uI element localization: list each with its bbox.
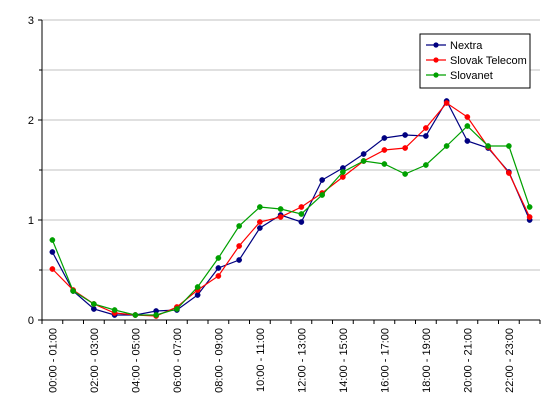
data-point [485,143,491,149]
data-point [443,143,450,149]
legend-entry: Slovanet [426,70,493,82]
x-tick-label: 04:00 - 05:00 [130,328,142,393]
data-point [277,206,284,212]
data-point [132,312,139,318]
data-point [298,204,305,210]
x-tick-label: 06:00 - 07:00 [172,328,184,393]
data-point [257,225,263,231]
data-point [464,114,471,120]
legend-label: Slovanet [450,70,493,82]
legend-label: Slovak Telecom [450,55,527,67]
series-group [49,98,533,319]
legend-entries: Nextra Slovak Telecom Slovanet [426,40,527,82]
data-point [506,143,512,149]
data-point [111,307,118,313]
x-tick-label: 18:00 - 19:00 [421,328,433,393]
y-tick-labels: 0 1 2 3 [28,15,34,327]
data-point [153,312,159,318]
data-point [277,214,284,220]
data-point [340,169,346,175]
data-point [464,123,471,129]
data-point [381,135,388,141]
data-point [236,243,242,249]
data-point [236,257,242,263]
y-tick-label: 3 [28,15,34,27]
series-line [51,125,531,316]
data-point [319,192,325,198]
x-tick-labels: 00:00 - 01:00 02:00 - 03:00 04:00 - 05:00 0… [47,328,516,393]
data-point [215,265,222,271]
y-tick-label: 0 [28,315,34,327]
data-point [360,158,367,164]
data-point [381,147,388,153]
x-tick-label: 00:00 - 01:00 [47,328,59,393]
legend-swatch-marker [433,42,439,48]
data-point [526,214,533,220]
data-point [381,161,388,167]
data-point [340,174,346,180]
data-point [49,237,56,243]
data-point [423,125,429,131]
data-point [526,204,533,210]
data-point [91,301,97,307]
data-point [174,306,180,312]
data-point [402,132,408,138]
data-point [194,284,201,290]
x-tick-label: 10:00 - 11:00 [255,328,267,392]
data-point [236,223,242,229]
data-point [402,145,408,151]
data-point [423,162,429,168]
data-point [49,249,56,255]
data-point [298,219,305,225]
series-slovanet [49,123,533,318]
data-point [215,273,222,279]
data-point [319,177,325,183]
x-tick-label: 16:00 - 17:00 [379,328,391,393]
x-tick-label: 08:00 - 09:00 [213,328,225,393]
x-tick-label: 22:00 - 23:00 [504,328,516,393]
data-point [194,292,201,298]
data-point [402,171,408,177]
y-tick-label: 2 [28,115,34,127]
data-point [423,133,429,139]
y-tick-label: 1 [28,215,34,227]
legend-entry: Nextra [426,40,483,52]
data-point [443,100,450,106]
axes [38,19,541,324]
data-point [360,151,367,157]
data-point [91,306,97,312]
data-point [464,138,471,144]
legend-swatch-marker [433,72,439,78]
legend-swatch-marker [433,57,439,63]
data-point [298,211,305,217]
data-point [49,266,56,272]
legend: Nextra Slovak Telecom Slovanet [419,33,531,89]
data-point [506,170,512,176]
legend-entry: Slovak Telecom [426,55,527,67]
data-point [70,288,76,294]
data-point [215,255,222,261]
data-point [257,204,263,210]
legend-label: Nextra [450,40,483,52]
x-tick-label: 20:00 - 21:00 [462,328,474,393]
x-tick-label: 12:00 - 13:00 [296,328,308,393]
x-tick-label: 14:00 - 15:00 [338,328,350,393]
x-tick-label: 02:00 - 03:00 [89,328,101,393]
data-point [257,219,263,225]
